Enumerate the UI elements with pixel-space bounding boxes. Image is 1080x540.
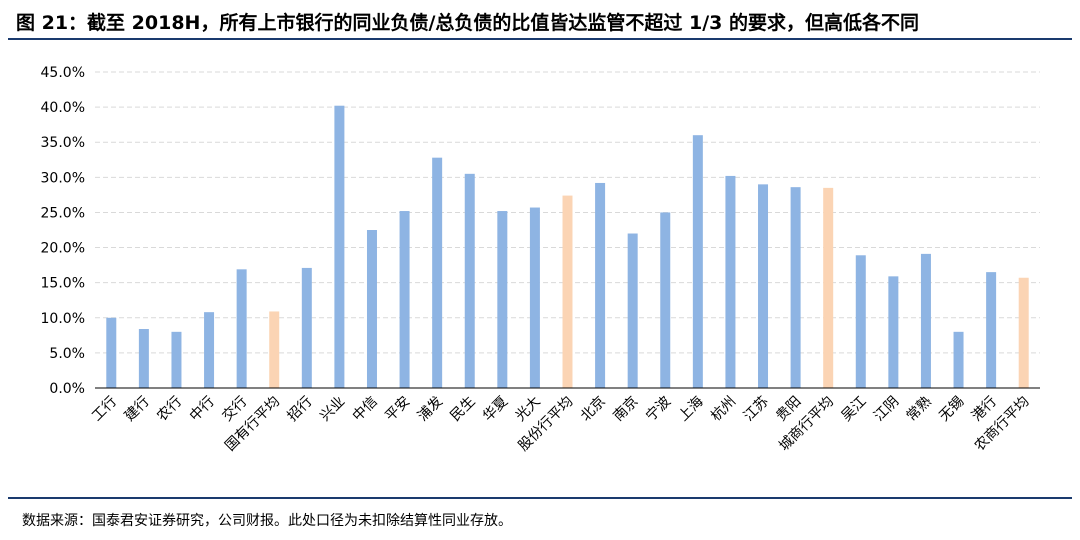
bar [953,331,964,388]
x-tick-label: 上海 [676,394,707,425]
bar [138,329,149,388]
bar [432,157,443,388]
x-tick-label: 江阴 [871,394,902,425]
bar [399,211,410,388]
bar [171,331,182,388]
y-tick-label: 25.0% [41,205,85,221]
bar [562,195,573,388]
y-tick-label: 10.0% [41,311,85,327]
y-tick-label: 30.0% [41,170,85,186]
bar [497,211,508,388]
bar [269,311,280,388]
x-tick-label: 江苏 [741,394,772,425]
x-tick-label: 建行 [122,394,153,425]
source-note: 数据来源：国泰君安证券研究，公司财报。此处口径为未扣除结算性同业存放。 [22,513,512,529]
y-tick-label: 40.0% [41,100,85,116]
x-tick-label: 兴业 [317,394,348,425]
x-tick-label: 浦发 [415,394,446,425]
bar [366,230,377,388]
x-tick-label: 杭州 [708,394,739,425]
bar [790,187,801,388]
bar [627,233,638,388]
figure-title: 图 21：截至 2018H，所有上市银行的同业负债/总负债的比值皆达监管不超过 … [16,12,920,34]
y-tick-label: 35.0% [41,135,85,151]
bar [823,187,834,388]
x-tick-label: 常熟 [904,394,935,425]
bar [660,212,671,388]
bar [920,253,931,388]
bar [529,207,540,388]
x-tick-label: 招行 [285,394,316,425]
bar-chart: 0.0% 5.0% 10.0% 15.0% 20.0% 25.0% 30.0% 35.0% 40… [41,65,1040,454]
x-tick-label: 南京 [610,394,641,425]
bar [204,312,215,388]
x-tick-label: 平安 [382,394,413,425]
bar [692,135,703,388]
bar [986,272,997,388]
x-tick-label: 民生 [447,394,478,425]
bar [106,317,117,388]
x-tick-label: 吴江 [838,394,869,425]
y-tick-label: 15.0% [41,276,85,292]
bar [725,175,736,388]
bar [758,184,769,388]
x-tick-label: 中信 [350,394,381,425]
x-tick-label: 宁波 [642,393,674,425]
bar [1018,277,1029,388]
x-tick-label: 中行 [187,394,218,425]
figure-title-bar: 图 21：截至 2018H，所有上市银行的同业负债/总负债的比值皆达监管不超过 … [0,0,1080,38]
bar [595,182,606,388]
x-tick-label: 无锡 [936,394,967,425]
bar [236,269,247,388]
bar [334,105,345,388]
x-tick-label: 华夏 [480,394,511,425]
bar [301,267,312,388]
y-tick-label: 0.0% [49,381,85,397]
title-rule [8,38,1072,40]
bar [855,255,866,388]
bottom-rule [8,497,1072,499]
y-tick-label: 5.0% [49,346,85,362]
x-tick-label: 北京 [578,394,609,425]
x-tick-label: 工行 [89,394,120,425]
y-tick-label: 45.0% [41,65,85,81]
bar [888,276,899,388]
y-tick-label: 20.0% [41,241,85,257]
bar [464,173,475,388]
x-tick-label: 农行 [154,394,185,425]
chart-area: 0.0% 5.0% 10.0% 15.0% 20.0% 25.0% 30.0% 35.0% 40… [0,44,1080,494]
